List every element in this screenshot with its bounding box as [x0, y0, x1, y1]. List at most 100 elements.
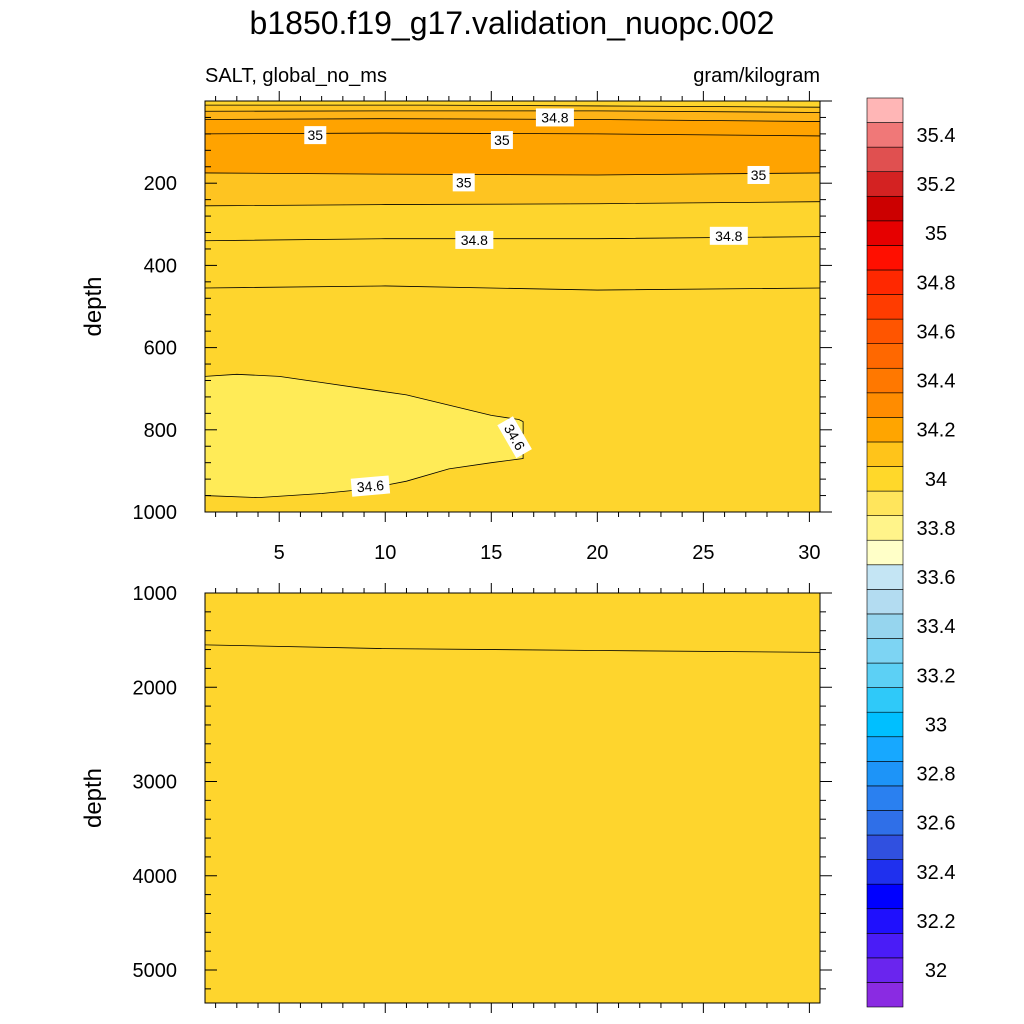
colorbar-label: 34.6 [917, 321, 956, 343]
x-tick-label: 10 [374, 542, 396, 564]
x-tick-label: 5 [274, 542, 285, 564]
colorbar-swatch [866, 171, 904, 197]
colorbar-label: 32.2 [917, 911, 956, 933]
x-tick-label: 15 [480, 542, 502, 564]
contour-label-text: 35 [456, 174, 472, 190]
contour-line [205, 644, 820, 653]
colorbar-swatch [866, 711, 904, 738]
colorbar-swatch [866, 195, 904, 222]
contour-label: 34.6 [350, 475, 391, 497]
colorbar-swatch [866, 736, 904, 762]
colorbar-label: 33.8 [917, 518, 956, 540]
colorbar-swatch [866, 417, 904, 443]
colorbar-swatch [866, 564, 904, 590]
y-axis-label: depth [80, 768, 107, 828]
contour-label: 34.8 [535, 108, 574, 127]
y-tick-label: 3000 [133, 772, 178, 794]
colorbar: 32 32.2 32.4 32.6 32.8 33 33.2 33.4 33.6 33.8 34 34… [866, 97, 956, 1008]
colorbar-swatch [866, 589, 904, 615]
colorbar-swatch [866, 883, 904, 910]
colorbar-swatch [866, 97, 904, 123]
colorbar-swatch [866, 932, 904, 959]
colorbar-swatch [866, 908, 904, 934]
contour-line [205, 104, 820, 108]
contour-label-text: 35 [494, 132, 510, 148]
contour-band [205, 201, 820, 241]
colorbar-swatch [866, 245, 904, 271]
colorbar-swatch [866, 220, 904, 246]
colorbar-swatch [866, 441, 904, 467]
y-tick-label: 2000 [133, 677, 178, 699]
colorbar-swatch [866, 122, 904, 148]
colorbar-swatch [866, 515, 904, 541]
colorbar-swatch [866, 785, 904, 811]
colorbar-label: 34.4 [917, 371, 956, 393]
colorbar-label: 35 [925, 223, 947, 245]
colorbar-swatch [866, 318, 904, 344]
colorbar-label: 34.8 [917, 272, 956, 294]
y-tick-label: 4000 [133, 866, 178, 888]
colorbar-swatch [866, 638, 904, 664]
colorbar-swatch [866, 367, 904, 394]
contour-line [205, 285, 820, 291]
contour-label: 35 [452, 173, 475, 192]
colorbar-swatch [866, 810, 904, 836]
colorbar-swatch [866, 662, 904, 688]
colorbar-swatch [866, 146, 904, 173]
colorbar-swatch [866, 466, 904, 492]
contour-label-text: 34.8 [541, 109, 568, 125]
colorbar-label: 32 [925, 960, 947, 982]
contour-label-text: 34.8 [461, 232, 488, 248]
y-tick-label: 400 [144, 255, 177, 277]
colorbar-swatch [866, 490, 904, 516]
x-tick-label: 30 [798, 542, 820, 564]
background-fill [205, 593, 820, 1003]
x-tick-label: 20 [586, 542, 608, 564]
colorbar-label: 33.4 [917, 616, 956, 638]
contour-label: 34.8 [455, 230, 494, 249]
y-tick-label: 1000 [133, 502, 178, 524]
contour-region [205, 373, 524, 499]
lower-panel: 1000 2000 3000 4000 5000 depth [80, 583, 832, 1013]
y-tick-label: 5000 [133, 960, 178, 982]
colorbar-swatch [866, 392, 904, 418]
colorbar-swatch [866, 269, 904, 295]
contour-label-text: 35 [307, 127, 323, 143]
colorbar-label: 33.6 [917, 567, 956, 589]
y-tick-label: 200 [144, 173, 177, 195]
colorbar-swatch [866, 294, 904, 320]
contour-band [205, 110, 820, 122]
colorbar-label: 32.6 [917, 813, 956, 835]
contour-label-text: 35 [751, 167, 767, 183]
contour-line [205, 118, 820, 122]
colorbar-swatch [866, 687, 904, 713]
colorbar-swatch [866, 343, 904, 369]
colorbar-swatch [866, 539, 904, 566]
colorbar-label: 33 [925, 714, 947, 736]
contour-band [205, 236, 820, 291]
colorbar-swatch [866, 613, 904, 639]
left-subtitle: SALT, global_no_ms [205, 65, 387, 87]
colorbar-swatch [866, 761, 904, 787]
y-tick-label: 600 [144, 338, 177, 360]
contour-line [205, 110, 820, 113]
colorbar-swatch [866, 859, 904, 885]
contour-line [205, 172, 820, 176]
contour-label: 35 [747, 165, 770, 184]
contour-label: 34.8 [709, 226, 748, 245]
contour-line [205, 201, 820, 207]
contour-label-text: 34.8 [715, 228, 742, 244]
contour-label: 35 [490, 131, 513, 150]
contour-label: 35 [304, 126, 327, 145]
colorbar-label: 34 [925, 469, 947, 491]
contour-label-text: 34.6 [356, 477, 385, 495]
right-subtitle: gram/kilogram [693, 65, 820, 87]
y-axis-label: depth [80, 276, 107, 336]
colorbar-label: 35.4 [917, 125, 956, 147]
y-tick-label: 800 [144, 420, 177, 442]
colorbar-label: 33.2 [917, 665, 956, 687]
y-tick-label: 1000 [133, 583, 178, 605]
x-tick-label: 25 [692, 542, 714, 564]
colorbar-label: 34.2 [917, 420, 956, 442]
